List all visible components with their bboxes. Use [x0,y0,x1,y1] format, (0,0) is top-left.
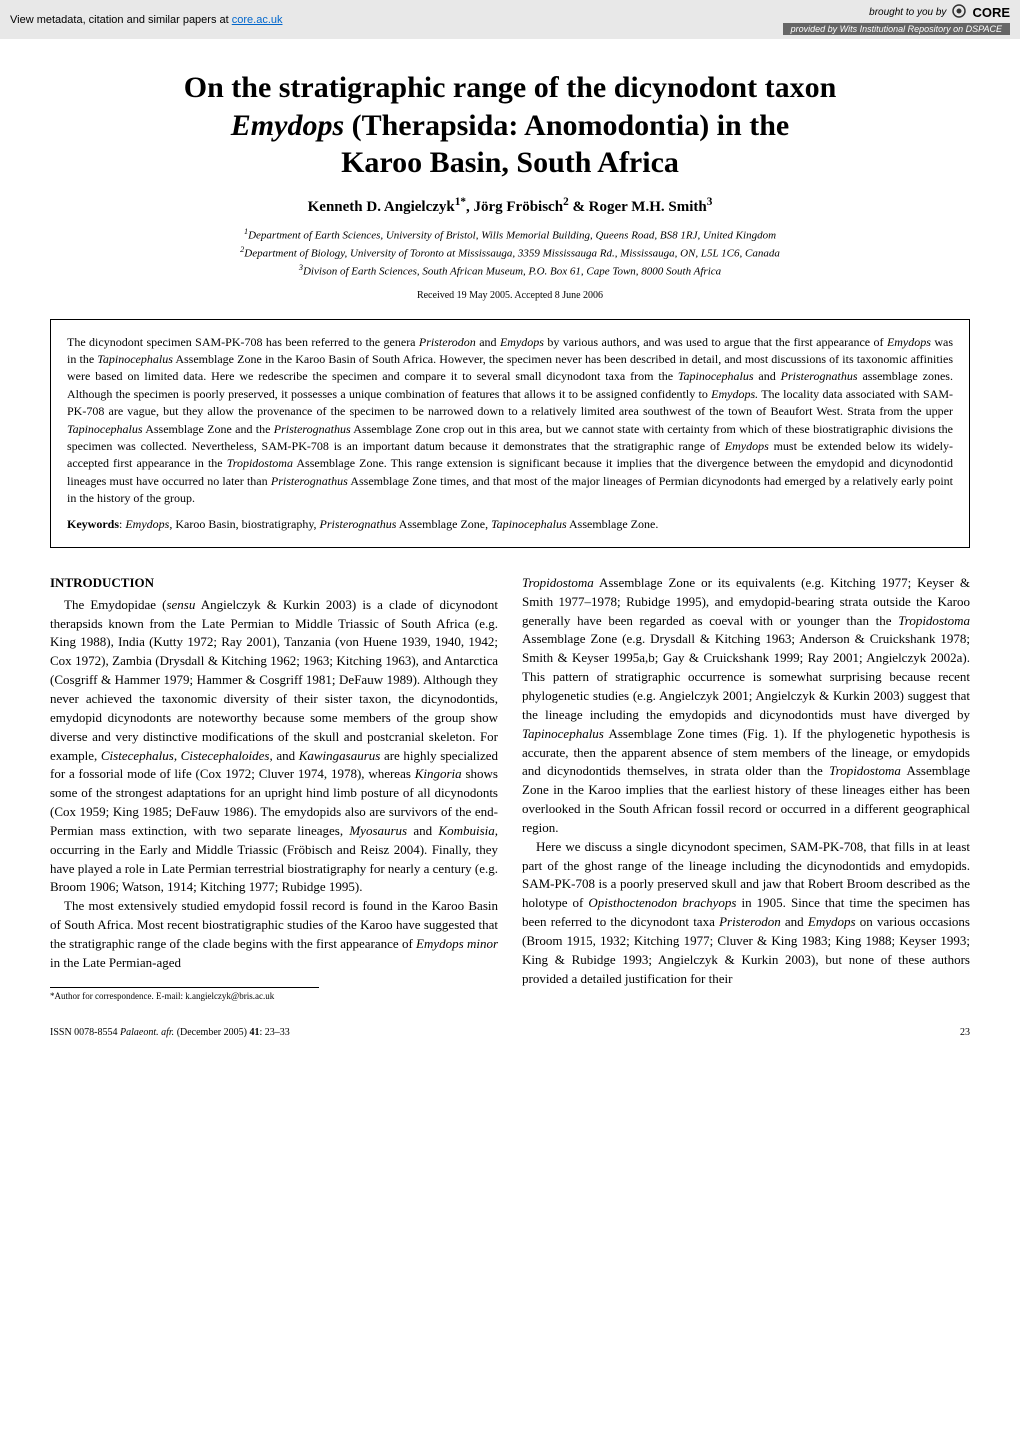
corresponding-author: *Author for correspondence. E-mail: k.an… [50,987,319,1003]
intro-para-1: The Emydopidae (sensu Angielczyk & Kurki… [50,596,498,898]
abstract-box: The dicynodont specimen SAM-PK-708 has b… [50,319,970,548]
body-columns: INTRODUCTION The Emydopidae (sensu Angie… [50,574,970,1003]
affiliation-2: 2Department of Biology, University of To… [50,244,970,262]
article-title: On the stratigraphic range of the dicyno… [50,69,970,182]
provided-by-label: provided by Wits Institutional Repositor… [783,23,1010,35]
received-accepted-dates: Received 19 May 2005. Accepted 8 June 20… [50,290,970,301]
core-badge: brought to you by CORE provided by Wits … [783,4,1010,35]
column-left: INTRODUCTION The Emydopidae (sensu Angie… [50,574,498,1003]
banner-left: View metadata, citation and similar pape… [10,14,283,26]
intro-para-2: The most extensively studied emydopid fo… [50,897,498,972]
abstract-text: The dicynodont specimen SAM-PK-708 has b… [67,334,953,508]
page-footer: ISSN 0078-8554 Palaeont. afr. (December … [50,1027,970,1038]
brought-by-label: brought to you by [869,7,946,18]
core-link[interactable]: core.ac.uk [232,14,283,26]
core-logo-text: CORE [972,5,1010,20]
metadata-banner: View metadata, citation and similar pape… [0,0,1020,39]
authors: Kenneth D. Angielczyk1*, Jörg Fröbisch2 … [50,196,970,216]
core-icon [952,4,966,21]
affiliations: 1Department of Earth Sciences, Universit… [50,226,970,280]
affiliation-3: 3Divison of Earth Sciences, South Africa… [50,262,970,280]
column-right: Tropidostoma Assemblage Zone or its equi… [522,574,970,1003]
keywords: Keywords: Emydops, Karoo Basin, biostrat… [67,516,953,533]
intro-para-3: Tropidostoma Assemblage Zone or its equi… [522,574,970,838]
footer-citation: ISSN 0078-8554 Palaeont. afr. (December … [50,1027,290,1038]
page-number: 23 [960,1027,970,1038]
affiliation-1: 1Department of Earth Sciences, Universit… [50,226,970,244]
intro-para-4: Here we discuss a single dicynodont spec… [522,838,970,989]
intro-heading: INTRODUCTION [50,574,498,593]
